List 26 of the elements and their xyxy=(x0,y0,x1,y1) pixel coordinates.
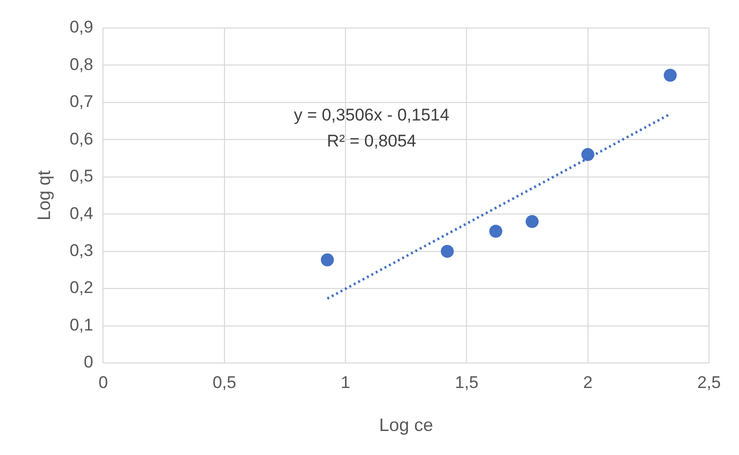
y-tick-label: 0,6 xyxy=(70,129,94,148)
y-axis-title: Log qt xyxy=(34,170,54,221)
x-tick-label: 0,5 xyxy=(212,372,236,392)
y-tick-label: 0,1 xyxy=(70,315,94,334)
x-tick-label: 0 xyxy=(98,372,108,392)
x-tick-label: 1 xyxy=(340,372,350,392)
x-tick-label: 2,5 xyxy=(697,372,721,392)
point xyxy=(526,215,539,228)
y-tick-label: 0,2 xyxy=(70,278,94,298)
y-tick-label: 0 xyxy=(84,352,94,372)
x-tick-label: 1,5 xyxy=(454,372,479,392)
y-tick-label: 0,5 xyxy=(70,166,94,186)
point xyxy=(664,68,677,82)
point xyxy=(440,244,454,258)
x-axis-title: Log ce xyxy=(379,415,434,436)
y-tick-label: 0,8 xyxy=(70,54,94,74)
point xyxy=(581,148,594,162)
y-tick-label: 0,7 xyxy=(70,92,94,112)
y-tick-label: 0,3 xyxy=(70,241,94,260)
y-tick-label: 0,4 xyxy=(70,204,94,223)
point xyxy=(489,224,502,238)
point xyxy=(320,253,334,266)
y-tick-label: 0,9 xyxy=(70,18,94,37)
annotation: R² = 0,8054 xyxy=(326,132,416,151)
annotation: y = 0,3506x - 0,1514 xyxy=(294,106,450,125)
x-tick-label: 2 xyxy=(583,372,593,392)
